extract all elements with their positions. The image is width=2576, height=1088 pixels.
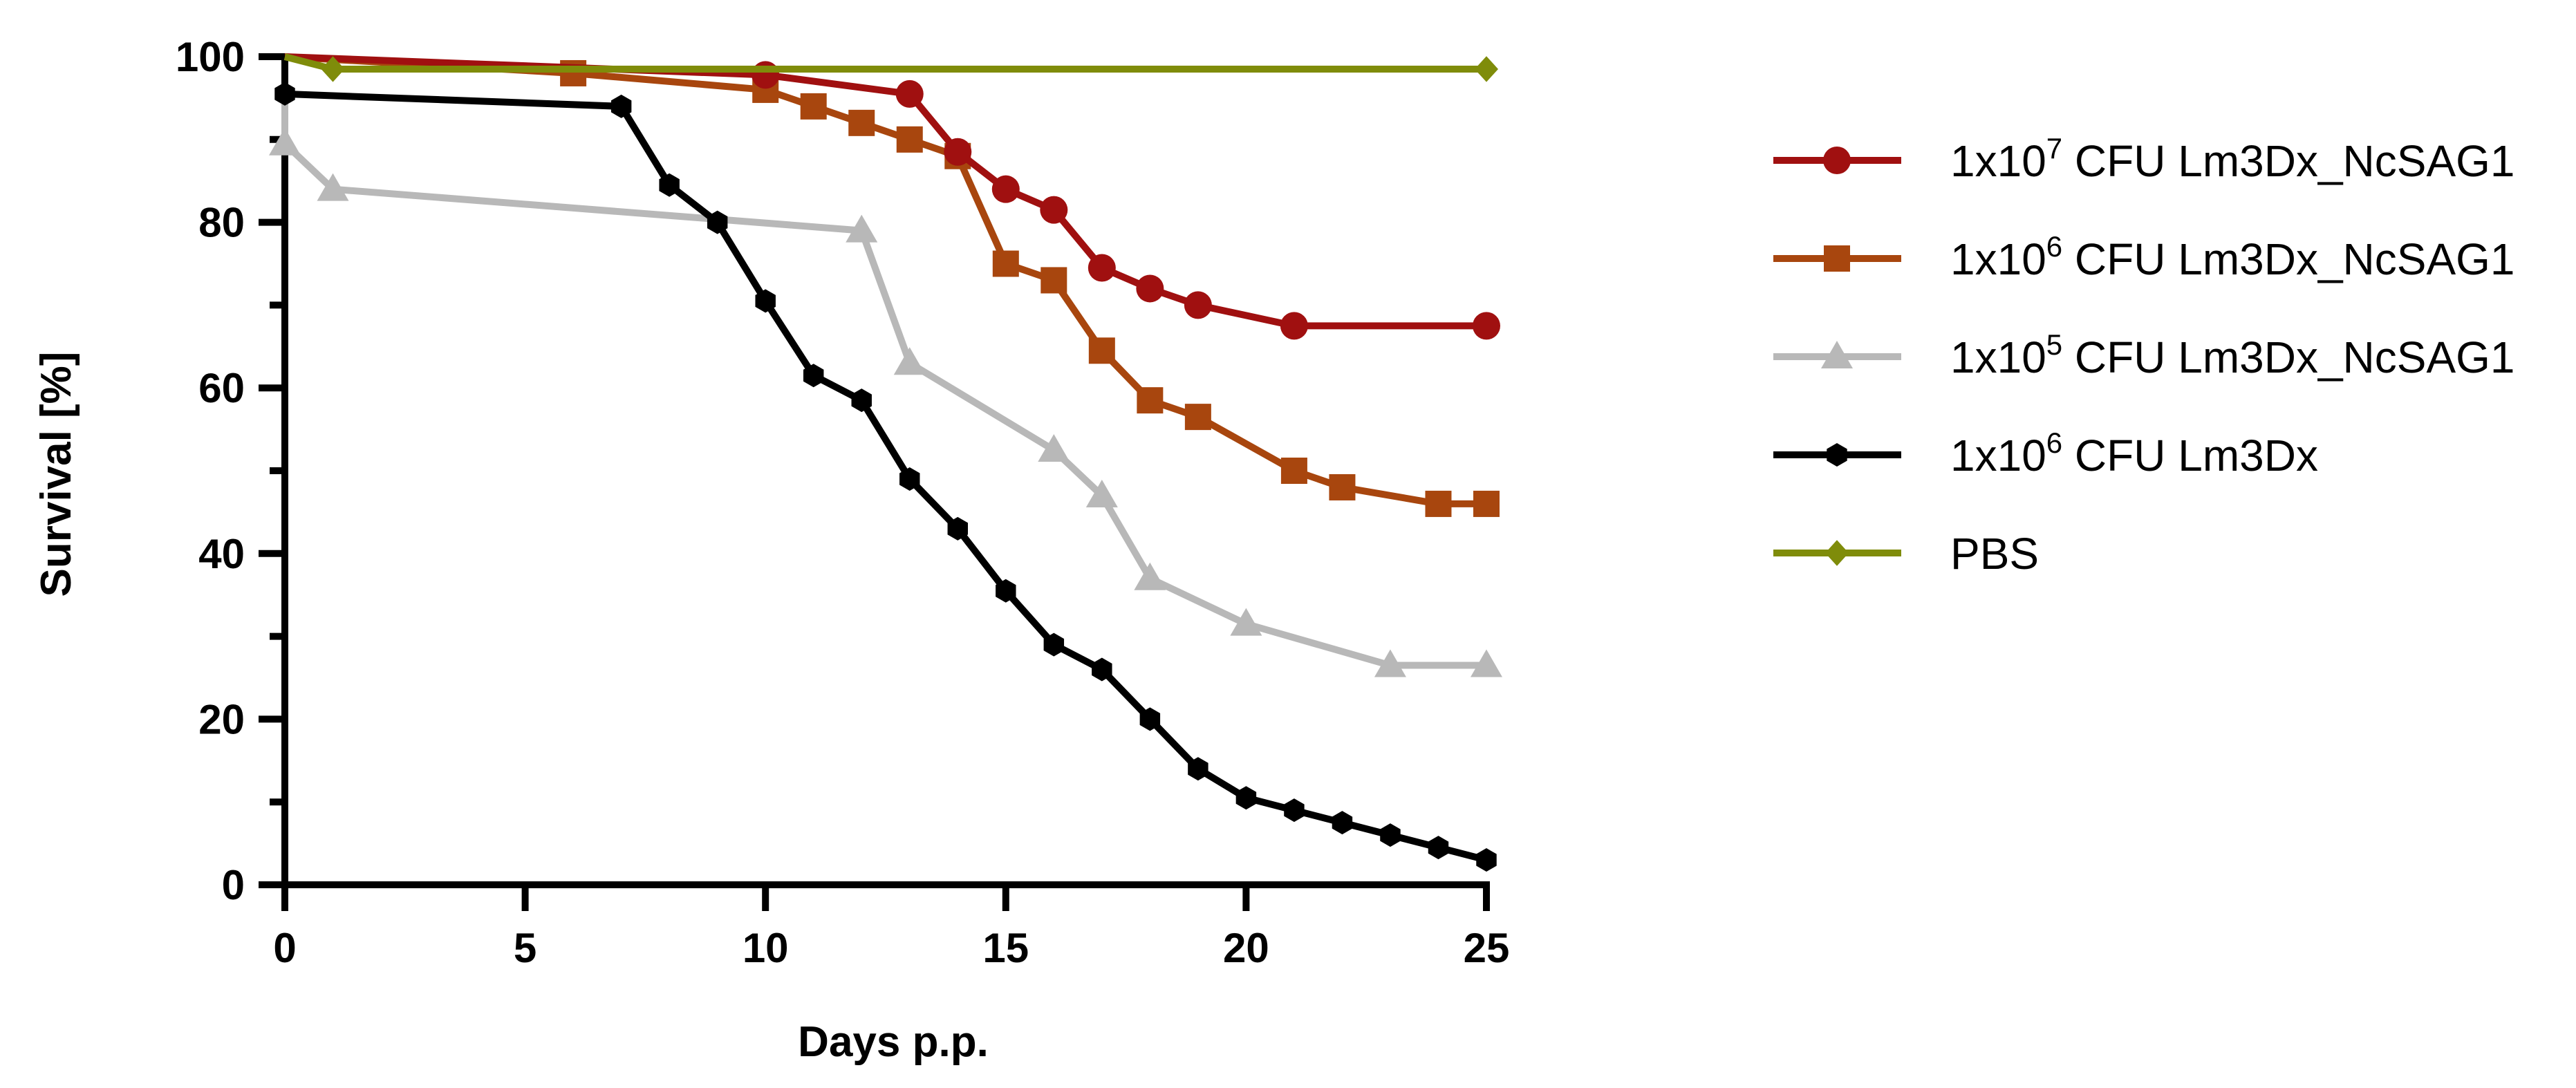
data-point bbox=[944, 138, 972, 166]
y-tick-label: 20 bbox=[198, 696, 245, 742]
data-point bbox=[1823, 147, 1851, 174]
data-point bbox=[317, 173, 349, 201]
legend-item: PBS bbox=[1773, 529, 2039, 579]
data-point bbox=[895, 79, 924, 108]
y-tick-label: 80 bbox=[198, 200, 245, 246]
series-2 bbox=[284, 53, 1500, 517]
data-point bbox=[1476, 848, 1497, 872]
legend-label: 1x106 CFU Lm3Dx bbox=[1950, 426, 2318, 480]
data-point bbox=[1821, 341, 1853, 368]
data-point bbox=[1329, 473, 1356, 500]
series-layer bbox=[269, 53, 1502, 872]
data-point bbox=[321, 56, 345, 82]
legend-item: 1x107 CFU Lm3Dx_NcSAG1 bbox=[1773, 132, 2515, 186]
series-line bbox=[281, 57, 1486, 669]
data-point bbox=[1280, 458, 1307, 484]
data-point bbox=[800, 93, 827, 120]
data-point bbox=[896, 126, 923, 153]
data-point bbox=[848, 109, 875, 136]
y-tick-label: 0 bbox=[222, 862, 245, 908]
series-line bbox=[284, 53, 1486, 507]
data-point bbox=[1825, 540, 1849, 566]
data-point bbox=[1184, 404, 1211, 431]
data-point bbox=[1136, 274, 1164, 303]
data-point bbox=[610, 94, 632, 118]
data-point bbox=[1184, 291, 1212, 319]
data-point bbox=[1824, 245, 1850, 272]
data-point bbox=[1043, 632, 1065, 657]
data-point bbox=[1235, 786, 1257, 810]
legend-label: 1x105 CFU Lm3Dx_NcSAG1 bbox=[1950, 328, 2515, 382]
legend-label: PBS bbox=[1950, 529, 2039, 579]
data-point bbox=[1425, 490, 1452, 517]
data-point bbox=[1475, 56, 1498, 82]
series-5 bbox=[283, 53, 1498, 82]
legend-item: 1x105 CFU Lm3Dx_NcSAG1 bbox=[1773, 328, 2515, 382]
data-point bbox=[1088, 254, 1116, 282]
data-point bbox=[1380, 823, 1401, 847]
data-point bbox=[1280, 312, 1308, 340]
x-tick-label: 10 bbox=[743, 925, 789, 971]
series-4 bbox=[274, 57, 1497, 872]
x-tick-label: 20 bbox=[1223, 925, 1269, 971]
data-point bbox=[274, 82, 295, 106]
data-point bbox=[1134, 562, 1166, 590]
x-tick-label: 25 bbox=[1464, 925, 1510, 971]
y-axis-title: Survival [%] bbox=[32, 352, 80, 597]
data-point bbox=[1137, 387, 1164, 414]
data-point bbox=[1085, 479, 1118, 507]
legend: 1x107 CFU Lm3Dx_NcSAG1 1x106 CFU Lm3Dx_Nc… bbox=[1773, 132, 2515, 579]
data-point bbox=[1088, 337, 1115, 364]
x-tick-label: 0 bbox=[273, 925, 296, 971]
y-tick-label: 60 bbox=[198, 365, 245, 411]
data-point bbox=[893, 347, 926, 375]
data-point bbox=[1473, 312, 1500, 340]
data-point bbox=[755, 289, 776, 313]
data-point bbox=[1473, 490, 1500, 517]
data-point bbox=[1040, 267, 1067, 294]
data-point bbox=[1471, 649, 1502, 677]
data-point bbox=[1038, 434, 1070, 462]
data-point bbox=[752, 61, 780, 89]
legend-label: 1x106 CFU Lm3Dx_NcSAG1 bbox=[1950, 230, 2515, 284]
data-point bbox=[1284, 798, 1305, 823]
x-tick-label: 15 bbox=[982, 925, 1029, 971]
data-point bbox=[899, 467, 920, 491]
series-line bbox=[284, 53, 1486, 330]
series-3 bbox=[269, 57, 1502, 677]
data-point bbox=[1230, 608, 1262, 636]
data-point bbox=[1428, 836, 1449, 860]
x-tick-label: 5 bbox=[514, 925, 536, 971]
data-point bbox=[1092, 657, 1112, 682]
data-point bbox=[851, 388, 872, 413]
x-axis-title: Days p.p. bbox=[798, 1018, 989, 1066]
y-tick-label: 100 bbox=[176, 34, 245, 80]
data-point bbox=[991, 175, 1020, 203]
y-tick-label: 40 bbox=[198, 531, 245, 577]
data-point bbox=[992, 250, 1019, 277]
data-point bbox=[1332, 811, 1353, 835]
axes: 0 20 40 60 80 100 0 5 10 15 20 25 bbox=[176, 34, 1509, 971]
data-point bbox=[1827, 443, 1847, 467]
data-point bbox=[659, 173, 680, 197]
data-point bbox=[846, 214, 878, 243]
legend-item: 1x106 CFU Lm3Dx bbox=[1773, 426, 2318, 480]
data-point bbox=[1040, 196, 1068, 224]
data-point bbox=[707, 210, 728, 234]
data-point bbox=[1374, 649, 1406, 677]
data-point bbox=[1139, 707, 1161, 731]
legend-item: 1x106 CFU Lm3Dx_NcSAG1 bbox=[1773, 230, 2515, 284]
data-point bbox=[1188, 757, 1208, 781]
data-point bbox=[996, 579, 1016, 603]
data-point bbox=[803, 364, 824, 388]
legend-label: 1x107 CFU Lm3Dx_NcSAG1 bbox=[1950, 132, 2515, 186]
data-point bbox=[947, 516, 969, 541]
data-point bbox=[269, 127, 301, 156]
